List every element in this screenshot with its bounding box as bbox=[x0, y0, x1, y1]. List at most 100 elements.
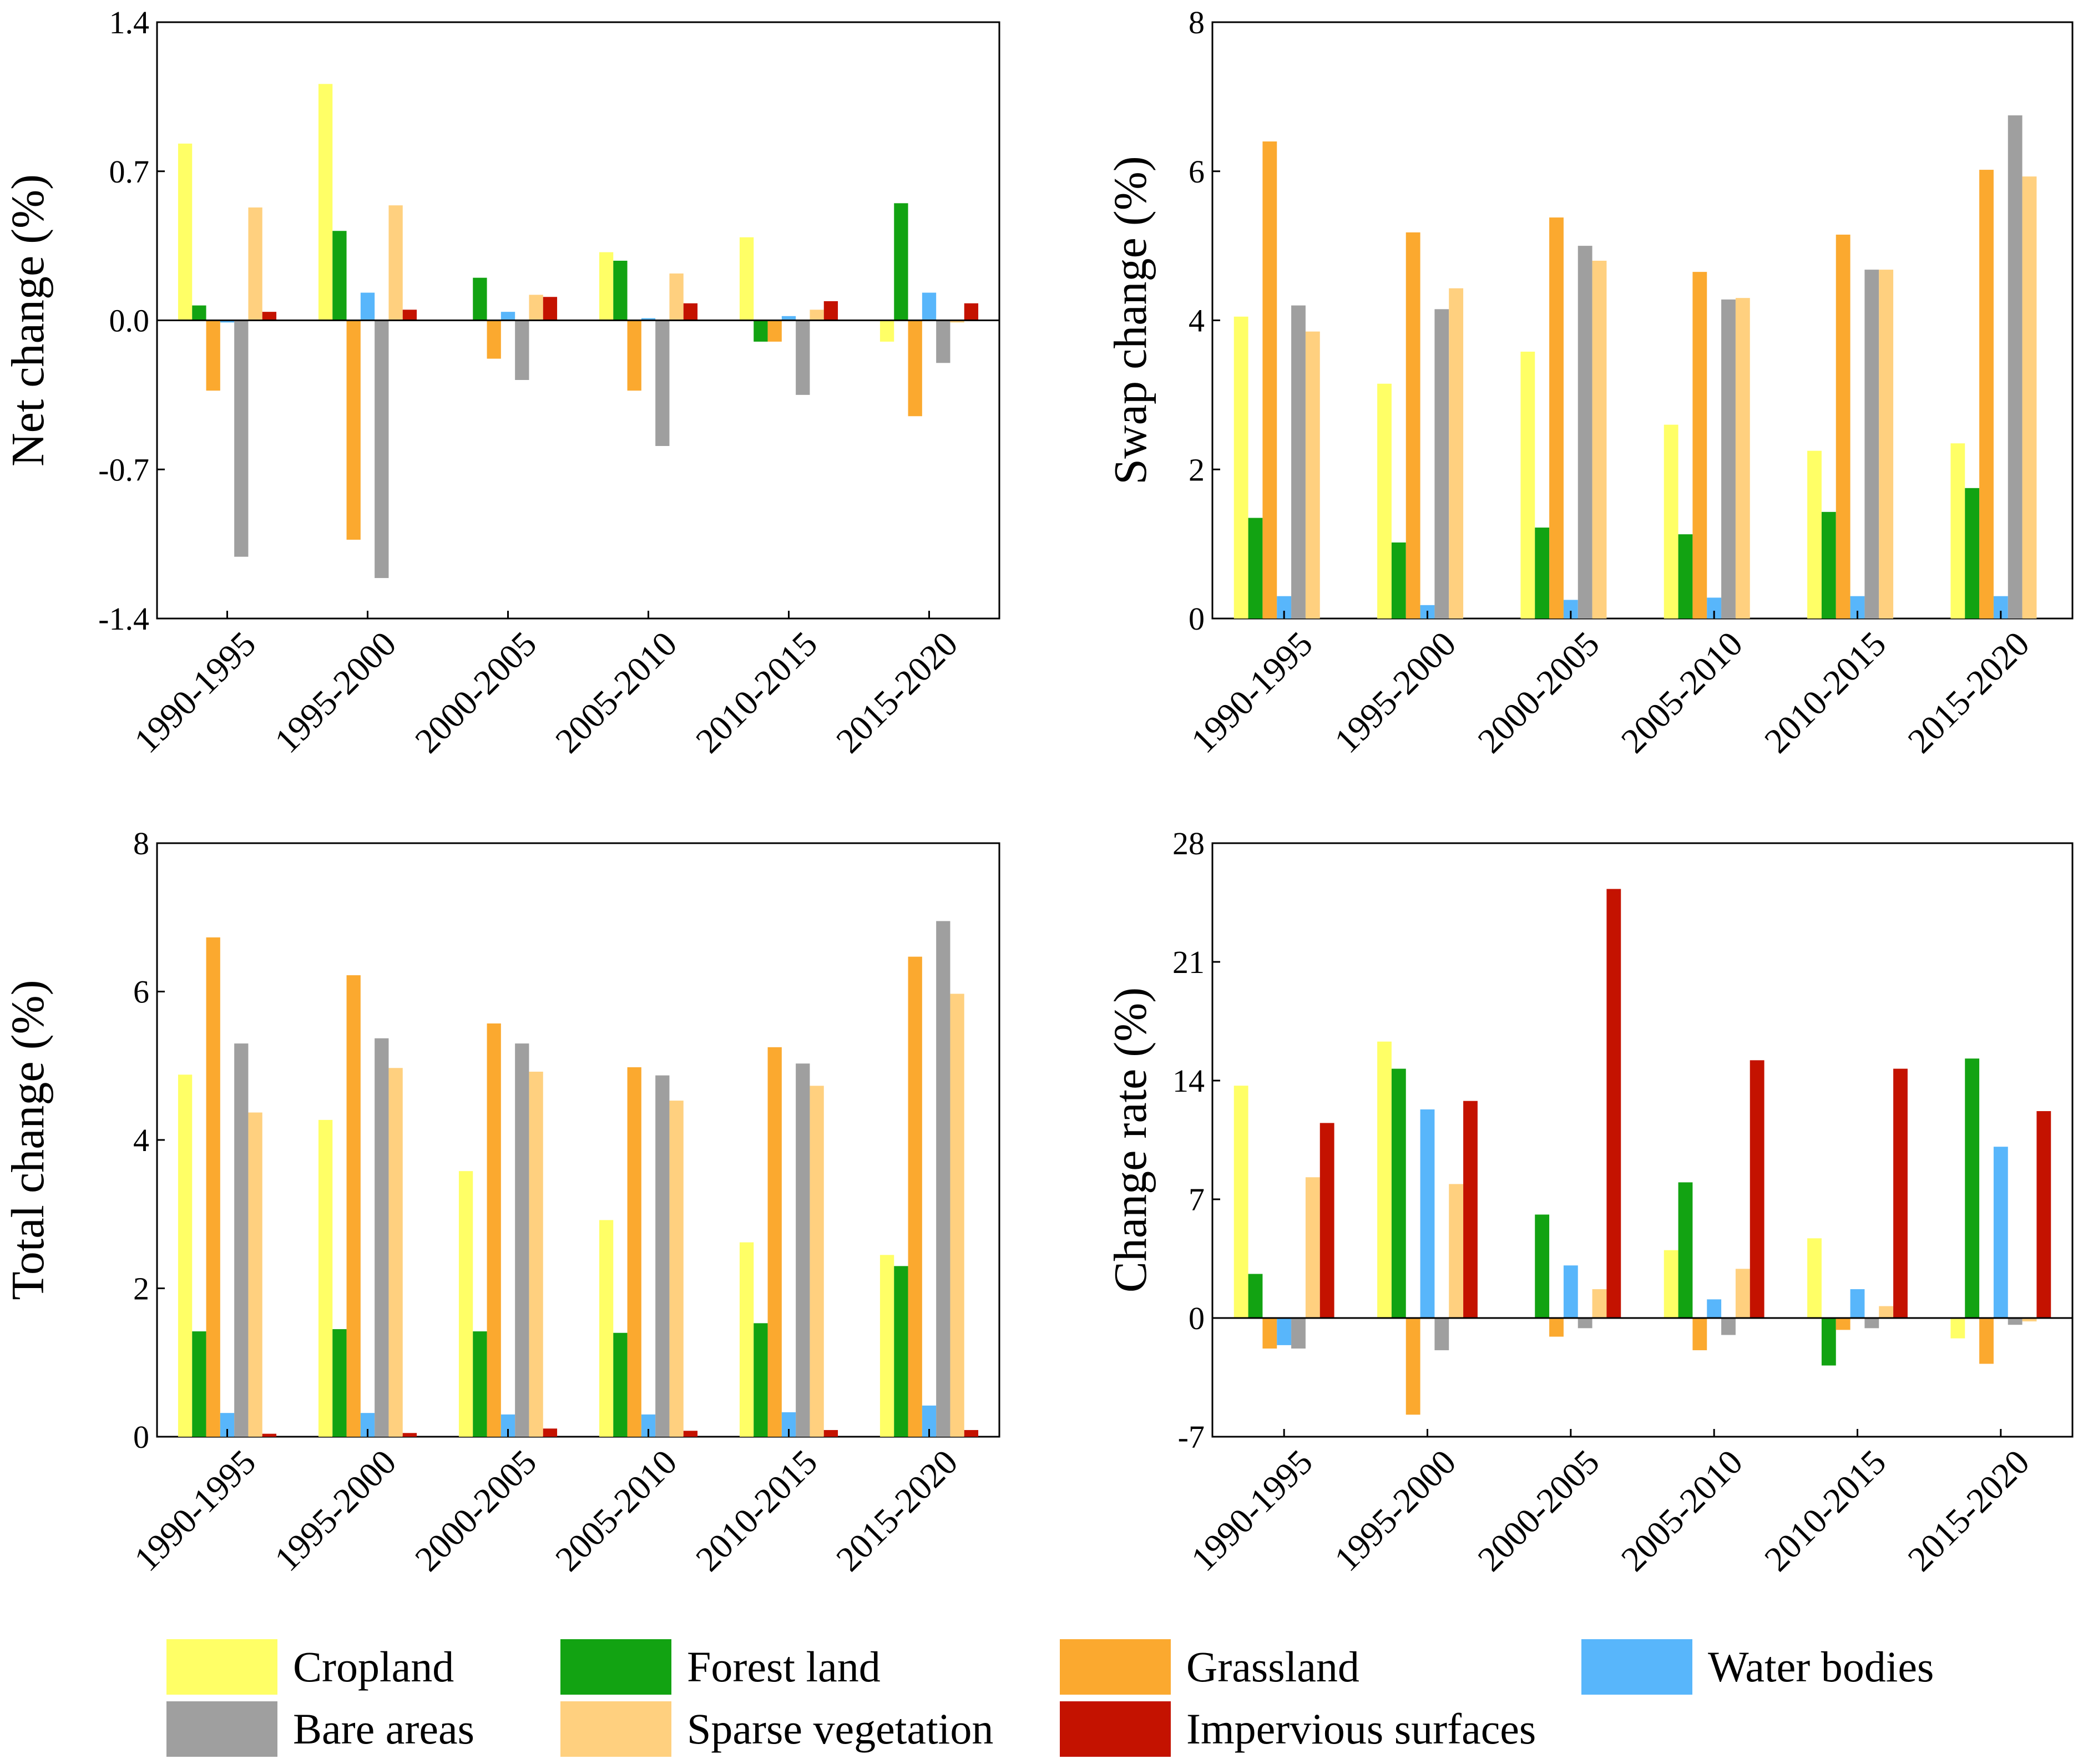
y-tick-label: -7 bbox=[1178, 1419, 1205, 1455]
bar-bare-areas-2010-2015 bbox=[796, 320, 810, 395]
bar-forest-land-2005-2010 bbox=[1678, 534, 1693, 619]
bar-impervious-surfaces-2015-2020 bbox=[2036, 1111, 2051, 1318]
y-tick-label: 8 bbox=[133, 825, 149, 861]
bar-bare-areas-2015-2020 bbox=[2008, 1318, 2023, 1325]
plot-frame bbox=[156, 842, 1000, 1438]
bar-cropland-2010-2015 bbox=[739, 237, 754, 321]
bar-cropland-2010-2015 bbox=[1807, 450, 1822, 619]
bar-cropland-2005-2010 bbox=[1664, 1250, 1678, 1318]
bar-forest-land-2000-2005 bbox=[473, 277, 487, 321]
bar-water-bodies-2005-2010 bbox=[641, 318, 656, 321]
bar-cropland-2005-2010 bbox=[599, 252, 614, 321]
bar-bare-areas-2005-2010 bbox=[1721, 1318, 1736, 1335]
bar-forest-land-1990-1995 bbox=[192, 305, 206, 321]
bar-grassland-2015-2020 bbox=[1979, 170, 1994, 619]
bar-grassland-2000-2005 bbox=[1549, 217, 1564, 619]
y-tick-label: 21 bbox=[1172, 944, 1205, 980]
bar-sparse-vegetation-1990-1995 bbox=[248, 1112, 262, 1437]
bar-sparse-vegetation-2010-2015 bbox=[1879, 270, 1894, 619]
bar-sparse-vegetation-2015-2020 bbox=[950, 993, 964, 1437]
bar-sparse-vegetation-1995-2000 bbox=[388, 1068, 403, 1437]
legend-item-sparse-vegetation: Sparse vegetation bbox=[560, 1701, 993, 1757]
legend-item-forest-land: Forest land bbox=[560, 1639, 881, 1695]
bar-bare-areas-1995-2000 bbox=[375, 320, 389, 579]
bar-forest-land-1990-1995 bbox=[192, 1331, 206, 1437]
x-tick-label: 2010-2015 bbox=[688, 1442, 825, 1579]
bar-sparse-vegetation-1990-1995 bbox=[248, 207, 262, 321]
bar-sparse-vegetation-2005-2010 bbox=[1735, 298, 1750, 619]
bar-grassland-1990-1995 bbox=[206, 320, 220, 391]
bar-forest-land-2015-2020 bbox=[1965, 1058, 1980, 1318]
bar-cropland-2015-2020 bbox=[879, 1255, 894, 1437]
bar-sparse-vegetation-2000-2005 bbox=[1592, 1289, 1607, 1318]
bar-grassland-1990-1995 bbox=[1262, 1318, 1277, 1349]
bar-grassland-2010-2015 bbox=[767, 1047, 782, 1437]
bar-grassland-2010-2015 bbox=[767, 320, 782, 342]
bar-sparse-vegetation-1990-1995 bbox=[1305, 331, 1320, 619]
y-axis-title: Net change (%) bbox=[2, 174, 54, 467]
legend-item-cropland: Cropland bbox=[166, 1639, 454, 1695]
bar-grassland-2010-2015 bbox=[1836, 1318, 1851, 1330]
bar-bare-areas-2005-2010 bbox=[655, 320, 670, 447]
bar-impervious-surfaces-2010-2015 bbox=[823, 301, 838, 321]
bar-bare-areas-2000-2005 bbox=[515, 1043, 529, 1437]
bar-cropland-2000-2005 bbox=[1520, 351, 1535, 619]
legend-label-grassland: Grassland bbox=[1186, 1643, 1359, 1691]
y-tick-label: 4 bbox=[133, 1122, 149, 1158]
bar-forest-land-2005-2010 bbox=[613, 261, 628, 321]
bar-grassland-2005-2010 bbox=[627, 320, 641, 391]
x-tick-label: 2015-2020 bbox=[828, 1442, 965, 1579]
x-tick-label: 1995-2000 bbox=[1327, 624, 1463, 761]
bar-cropland-1995-2000 bbox=[1377, 1041, 1392, 1318]
x-tick-label: 1990-1995 bbox=[1184, 1442, 1320, 1579]
x-tick-label: 1990-1995 bbox=[127, 624, 263, 761]
x-tick-label: 2010-2015 bbox=[1757, 1442, 1893, 1579]
bar-bare-areas-2000-2005 bbox=[1578, 246, 1592, 619]
bar-forest-land-2015-2020 bbox=[894, 203, 908, 321]
x-tick-label: 2000-2005 bbox=[1470, 624, 1606, 761]
legend-swatch-water-bodies bbox=[1581, 1639, 1692, 1695]
bar-cropland-2005-2010 bbox=[599, 1220, 614, 1437]
legend-swatch-sparse-vegetation bbox=[560, 1701, 671, 1757]
y-tick-label: -0.7 bbox=[98, 452, 149, 488]
bar-bare-areas-1990-1995 bbox=[234, 320, 249, 557]
bar-grassland-2010-2015 bbox=[1836, 234, 1851, 619]
x-tick-label: 2005-2010 bbox=[1614, 1442, 1750, 1579]
y-tick-label: 6 bbox=[133, 974, 149, 1010]
x-tick-label: 2000-2005 bbox=[407, 1442, 544, 1579]
legend-label-forest-land: Forest land bbox=[687, 1643, 881, 1691]
bar-grassland-2005-2010 bbox=[1692, 1318, 1707, 1351]
bar-bare-areas-2010-2015 bbox=[1864, 270, 1879, 619]
y-tick-label: 0 bbox=[1189, 601, 1205, 637]
legend-swatch-bare-areas bbox=[166, 1701, 277, 1757]
y-tick-label: 2 bbox=[1189, 452, 1205, 488]
bar-sparse-vegetation-1995-2000 bbox=[388, 205, 403, 321]
y-tick-label: 8 bbox=[1189, 4, 1205, 40]
x-tick-label: 2005-2010 bbox=[548, 624, 684, 761]
bar-impervious-surfaces-1990-1995 bbox=[262, 312, 277, 321]
bar-sparse-vegetation-1990-1995 bbox=[1305, 1177, 1320, 1318]
x-tick-label: 2015-2020 bbox=[1900, 624, 2036, 761]
plot-frame bbox=[1211, 21, 2074, 620]
bar-bare-areas-1990-1995 bbox=[1291, 1318, 1306, 1349]
bar-bare-areas-2015-2020 bbox=[936, 320, 950, 363]
bar-impervious-surfaces-2000-2005 bbox=[543, 297, 558, 321]
bar-impervious-surfaces-2015-2020 bbox=[964, 303, 979, 321]
bar-bare-areas-1995-2000 bbox=[1434, 309, 1449, 619]
bar-grassland-1995-2000 bbox=[1405, 1318, 1420, 1415]
bar-forest-land-2005-2010 bbox=[1678, 1182, 1693, 1318]
bar-cropland-1990-1995 bbox=[178, 1074, 193, 1437]
legend-item-water-bodies: Water bodies bbox=[1581, 1639, 1934, 1695]
y-axis-title: Change rate (%) bbox=[1105, 987, 1156, 1292]
bar-bare-areas-1995-2000 bbox=[375, 1038, 389, 1437]
bar-sparse-vegetation-2005-2010 bbox=[669, 273, 684, 321]
legend-label-impervious-surfaces: Impervious surfaces bbox=[1186, 1705, 1536, 1753]
legend-label-water-bodies: Water bodies bbox=[1708, 1643, 1934, 1691]
x-tick-label: 1995-2000 bbox=[267, 624, 403, 761]
bar-forest-land-2005-2010 bbox=[613, 1332, 628, 1437]
legend-label-cropland: Cropland bbox=[293, 1643, 454, 1691]
bar-sparse-vegetation-2015-2020 bbox=[2022, 176, 2037, 619]
